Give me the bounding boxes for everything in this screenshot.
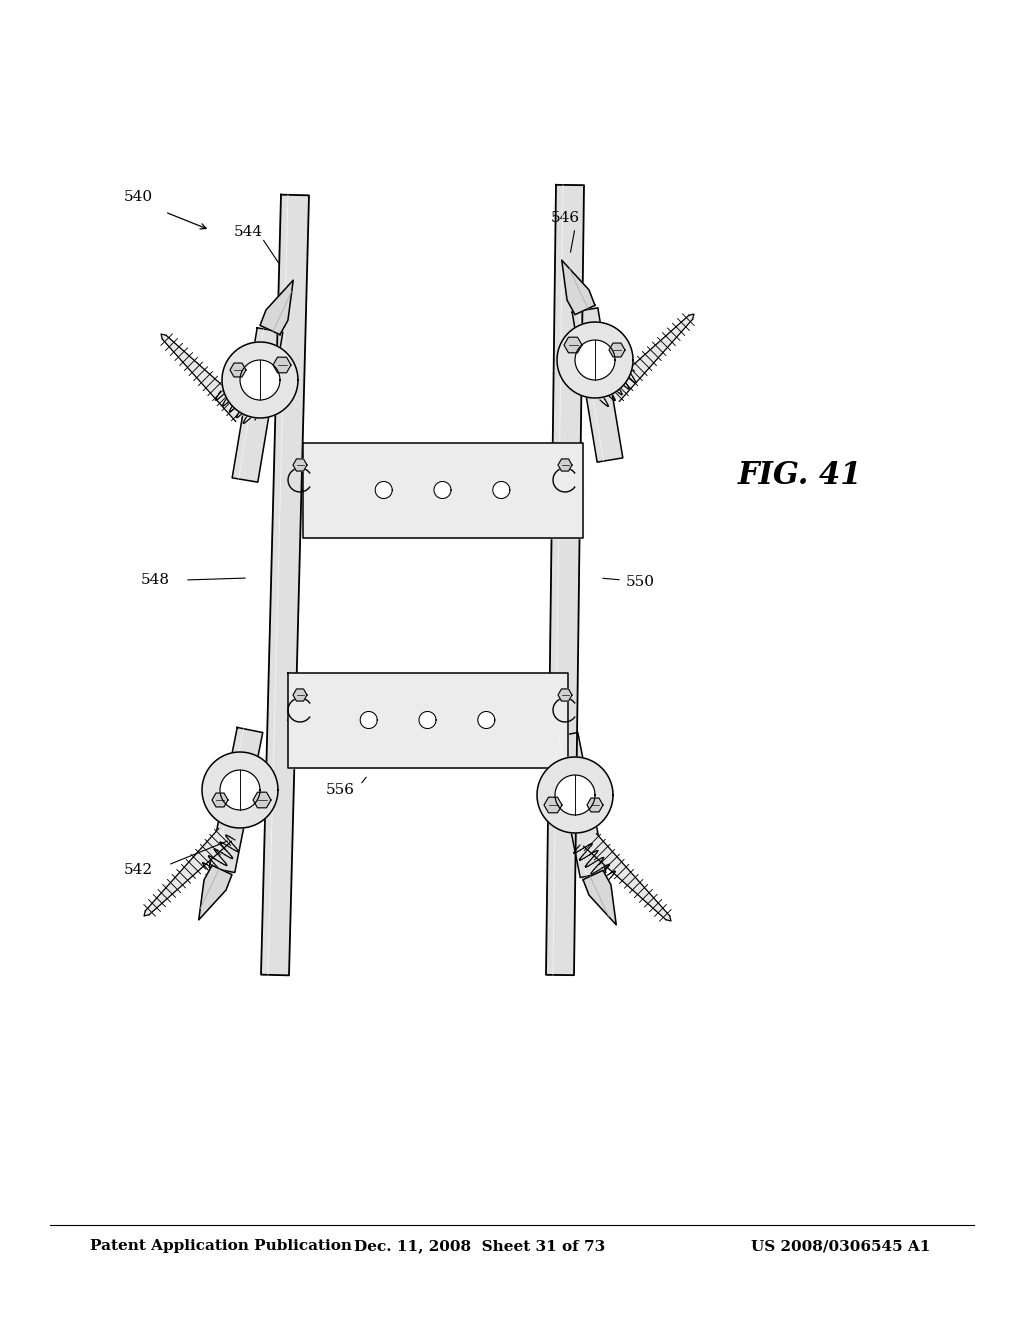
Text: FIG. 41: FIG. 41 <box>737 459 862 491</box>
Text: 556: 556 <box>326 783 354 797</box>
Polygon shape <box>584 834 671 921</box>
Polygon shape <box>202 752 278 828</box>
Polygon shape <box>564 337 582 352</box>
Polygon shape <box>199 866 232 920</box>
Text: US 2008/0306545 A1: US 2008/0306545 A1 <box>751 1239 930 1253</box>
Polygon shape <box>552 733 606 878</box>
Polygon shape <box>583 870 616 925</box>
Polygon shape <box>261 194 309 975</box>
Text: 548: 548 <box>140 573 170 587</box>
Polygon shape <box>375 482 392 499</box>
Polygon shape <box>293 459 307 471</box>
Polygon shape <box>240 360 280 400</box>
Polygon shape <box>253 792 271 808</box>
Polygon shape <box>360 711 377 729</box>
Text: 542: 542 <box>124 863 153 876</box>
Polygon shape <box>222 342 298 418</box>
Polygon shape <box>555 775 595 814</box>
Text: 552: 552 <box>400 681 429 696</box>
Text: Dec. 11, 2008  Sheet 31 of 73: Dec. 11, 2008 Sheet 31 of 73 <box>354 1239 605 1253</box>
Polygon shape <box>493 482 510 499</box>
Polygon shape <box>558 459 572 471</box>
Polygon shape <box>609 343 625 356</box>
Polygon shape <box>273 358 291 372</box>
Polygon shape <box>606 314 694 401</box>
Text: 540: 540 <box>124 190 153 205</box>
Polygon shape <box>293 689 307 701</box>
Polygon shape <box>288 672 567 767</box>
Polygon shape <box>572 308 623 462</box>
Text: Patent Application Publication: Patent Application Publication <box>90 1239 352 1253</box>
Polygon shape <box>161 334 249 421</box>
Text: 554: 554 <box>376 451 404 465</box>
Polygon shape <box>144 829 231 916</box>
Polygon shape <box>302 442 583 537</box>
Polygon shape <box>232 327 283 482</box>
Polygon shape <box>546 185 584 975</box>
Polygon shape <box>544 797 562 813</box>
Polygon shape <box>260 280 293 335</box>
Polygon shape <box>557 322 633 399</box>
Text: 544: 544 <box>233 224 262 239</box>
Text: 546: 546 <box>551 211 580 224</box>
Polygon shape <box>587 799 603 812</box>
Polygon shape <box>209 727 263 873</box>
Polygon shape <box>230 363 246 378</box>
Polygon shape <box>419 711 436 729</box>
Polygon shape <box>537 756 613 833</box>
Text: 550: 550 <box>626 576 654 589</box>
Polygon shape <box>220 770 260 810</box>
Polygon shape <box>575 341 615 380</box>
Polygon shape <box>478 711 495 729</box>
Polygon shape <box>434 482 451 499</box>
Polygon shape <box>212 793 228 807</box>
Polygon shape <box>558 689 572 701</box>
Polygon shape <box>562 260 595 314</box>
